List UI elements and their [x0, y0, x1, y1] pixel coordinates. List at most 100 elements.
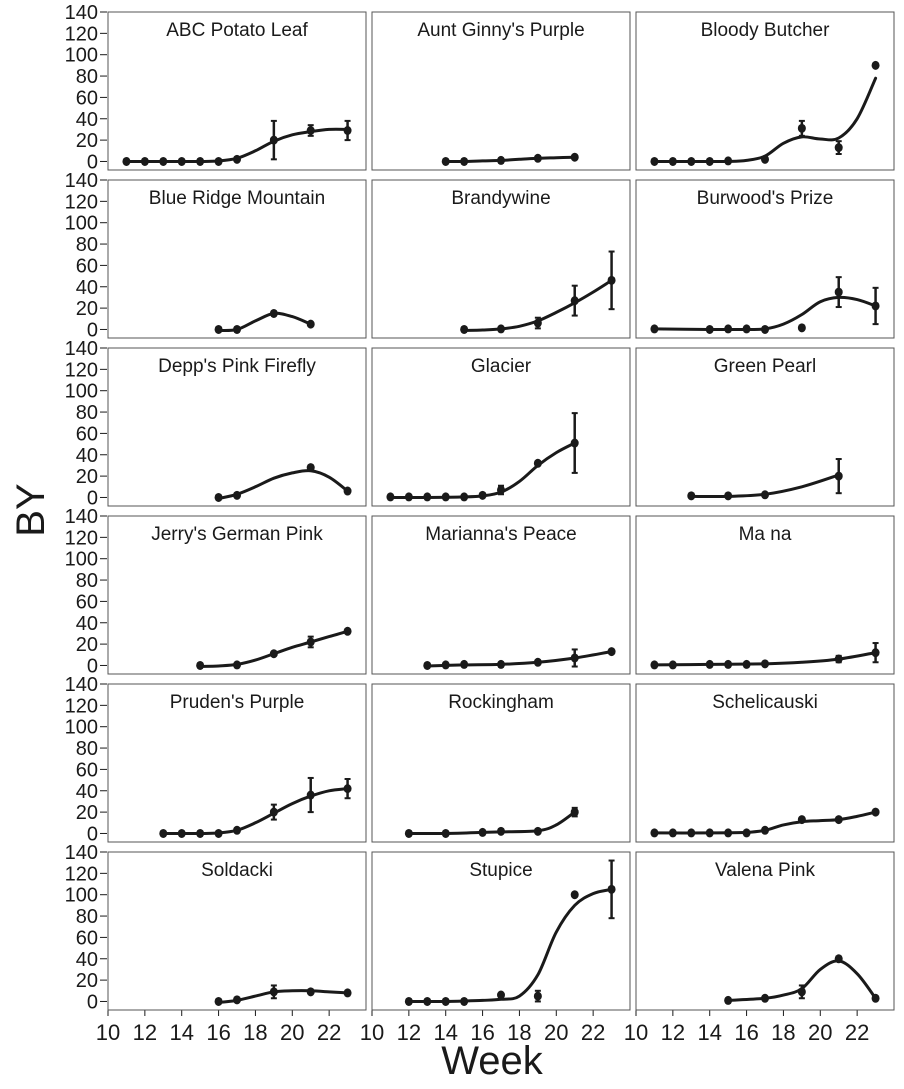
- x-axis-title: Week: [441, 1039, 544, 1083]
- x-tick-label: 10: [624, 1020, 648, 1045]
- data-point: [650, 828, 659, 838]
- data-point: [797, 987, 806, 997]
- x-tick-label: 14: [169, 1020, 193, 1045]
- data-point: [441, 828, 450, 838]
- data-point: [214, 324, 223, 334]
- data-point: [196, 660, 205, 670]
- panel-title: Soldacki: [201, 860, 273, 881]
- y-tick-label: 20: [76, 298, 98, 320]
- y-tick-label: 140: [65, 338, 98, 360]
- data-point: [343, 626, 352, 636]
- data-point: [724, 491, 733, 501]
- data-point: [423, 492, 432, 502]
- y-tick-label: 120: [65, 23, 98, 45]
- x-tick-label: 12: [133, 1020, 157, 1045]
- y-tick-label: 80: [76, 906, 98, 928]
- data-point: [404, 996, 413, 1006]
- data-point: [533, 826, 542, 836]
- y-tick-label: 20: [76, 130, 98, 152]
- data-point: [441, 156, 450, 166]
- data-point: [742, 659, 751, 669]
- y-tick-label: 40: [76, 277, 98, 299]
- y-tick-label: 120: [65, 695, 98, 717]
- y-tick-label: 140: [65, 2, 98, 24]
- y-tick-label: 140: [65, 842, 98, 864]
- data-point: [497, 826, 505, 836]
- panel-15: Schelicauski: [635, 683, 895, 843]
- data-point: [761, 659, 769, 669]
- data-point: [570, 653, 579, 663]
- y-tick-label: 60: [76, 87, 98, 109]
- data-point: [834, 654, 843, 664]
- data-point: [343, 486, 352, 496]
- data-point: [570, 807, 579, 817]
- data-point: [724, 828, 733, 838]
- data-point: [460, 659, 469, 669]
- y-tick-label: 120: [65, 191, 98, 213]
- data-point: [533, 991, 542, 1001]
- y-tick-label: 0: [87, 991, 98, 1013]
- y-tick-label: 0: [87, 487, 98, 509]
- panel-5: Brandywine: [371, 179, 631, 339]
- x-tick-label: 18: [771, 1020, 795, 1045]
- y-tick-label: 40: [76, 109, 98, 131]
- panel-4: Blue Ridge Mountain: [107, 179, 367, 339]
- data-point: [233, 660, 241, 670]
- data-point: [797, 815, 806, 825]
- data-point: [269, 987, 278, 997]
- data-point: [159, 828, 168, 838]
- y-tick-label: 140: [65, 674, 98, 696]
- panel-12: Ma na: [635, 515, 895, 675]
- data-point: [705, 324, 714, 334]
- x-tick-label: 10: [96, 1020, 120, 1045]
- panel-14: Rockingham: [371, 683, 631, 843]
- data-point: [214, 492, 223, 502]
- data-point: [306, 126, 315, 135]
- x-tick-label: 20: [544, 1020, 568, 1045]
- data-point: [871, 301, 880, 311]
- data-point: [306, 790, 315, 800]
- panel-title: Rockingham: [448, 692, 554, 713]
- data-point: [705, 659, 714, 669]
- panel-frame: [371, 683, 631, 843]
- y-tick-label: 140: [65, 170, 98, 192]
- data-point: [533, 318, 542, 328]
- y-tick-label: 20: [76, 802, 98, 824]
- x-tick-label: 20: [808, 1020, 832, 1045]
- panel-frame: [371, 11, 631, 171]
- data-point: [797, 323, 806, 333]
- data-point: [834, 471, 843, 481]
- panel-title: Glacier: [471, 356, 532, 377]
- y-tick-label: 0: [87, 823, 98, 845]
- data-point: [269, 135, 278, 145]
- data-point: [441, 492, 450, 502]
- y-tick-label: 100: [65, 549, 98, 571]
- panel-16: Soldacki: [107, 851, 367, 1011]
- panel-6: Burwood's Prize: [635, 179, 895, 339]
- panel-title: Stupice: [469, 860, 532, 881]
- data-point: [533, 153, 542, 163]
- data-point: [214, 156, 223, 166]
- x-tick-label: 22: [845, 1020, 869, 1045]
- data-point: [460, 492, 469, 502]
- x-axis-col-2: 10 12 14 16 18 20 22: [360, 1010, 605, 1045]
- y-tick-label: 80: [76, 570, 98, 592]
- panel-frame: [635, 179, 895, 339]
- panel-frame: [371, 515, 631, 675]
- data-point: [761, 154, 769, 164]
- panel-frame: [635, 347, 895, 507]
- data-point: [497, 324, 505, 334]
- y-tick-label: 20: [76, 634, 98, 656]
- panel-title: Valena Pink: [715, 860, 815, 881]
- fit-curve: [161, 787, 350, 835]
- data-point: [761, 490, 769, 500]
- data-point: [570, 152, 579, 162]
- panel-title: Pruden's Purple: [170, 692, 305, 713]
- data-point: [214, 828, 223, 838]
- x-tick-label: 22: [317, 1020, 341, 1045]
- y-tick-label: 120: [65, 527, 98, 549]
- data-point: [607, 884, 616, 894]
- panel-title: Bloody Butcher: [701, 20, 831, 41]
- data-point: [306, 463, 315, 473]
